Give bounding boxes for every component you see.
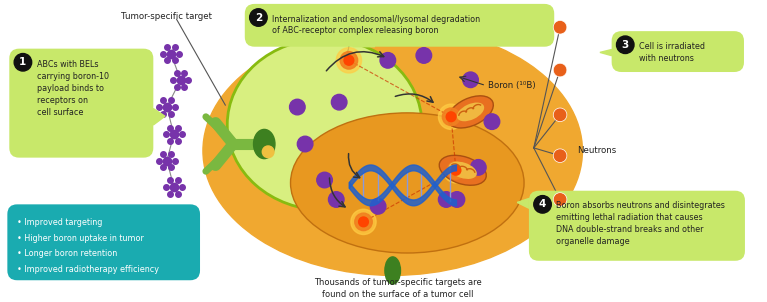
Ellipse shape (457, 103, 484, 121)
Circle shape (443, 158, 469, 183)
Circle shape (359, 217, 368, 227)
Circle shape (553, 149, 567, 162)
Text: • Longer boron retention: • Longer boron retention (17, 249, 117, 258)
Circle shape (290, 99, 305, 115)
Circle shape (446, 112, 456, 122)
Circle shape (380, 53, 396, 68)
Text: • Improved targeting: • Improved targeting (17, 218, 103, 227)
Text: • Higher boron uptake in tumor: • Higher boron uptake in tumor (17, 233, 144, 243)
Text: 1: 1 (19, 57, 27, 67)
Circle shape (351, 209, 376, 235)
Text: • Improved radiotherapy efficiency: • Improved radiotherapy efficiency (17, 265, 159, 274)
Ellipse shape (291, 113, 524, 253)
Circle shape (14, 53, 31, 71)
Text: ABCs with BELs
carrying boron-10
payload binds to
receptors on
cell surface: ABCs with BELs carrying boron-10 payload… (37, 60, 109, 117)
Text: 3: 3 (621, 40, 629, 50)
FancyBboxPatch shape (529, 191, 745, 261)
Ellipse shape (385, 257, 400, 284)
Circle shape (344, 56, 354, 65)
Circle shape (443, 108, 460, 126)
Circle shape (416, 48, 432, 63)
Ellipse shape (439, 155, 486, 185)
Ellipse shape (227, 39, 422, 210)
Circle shape (317, 172, 332, 188)
Polygon shape (517, 198, 529, 208)
Text: Thousands of tumor-specific targets are
found on the surface of a tumor cell: Thousands of tumor-specific targets are … (314, 278, 482, 299)
Polygon shape (600, 50, 611, 56)
Ellipse shape (449, 162, 477, 179)
Circle shape (617, 36, 634, 53)
FancyBboxPatch shape (8, 204, 200, 280)
Circle shape (336, 48, 361, 73)
Circle shape (249, 9, 267, 26)
Circle shape (328, 192, 344, 207)
Circle shape (449, 192, 465, 207)
Text: Neutrons: Neutrons (578, 146, 617, 155)
Circle shape (553, 21, 567, 34)
Circle shape (451, 165, 461, 175)
Circle shape (298, 136, 313, 152)
Text: 2: 2 (255, 12, 262, 23)
Circle shape (470, 159, 486, 175)
FancyBboxPatch shape (9, 49, 153, 158)
Circle shape (484, 114, 500, 130)
Circle shape (439, 192, 454, 207)
Text: 4: 4 (539, 199, 546, 209)
Circle shape (553, 108, 567, 122)
Circle shape (370, 198, 386, 214)
Circle shape (439, 104, 464, 130)
Text: Internalization and endosomal/lysomal degradation
of ABC-receptor complex releas: Internalization and endosomal/lysomal de… (272, 14, 480, 35)
FancyBboxPatch shape (245, 4, 555, 47)
Circle shape (331, 95, 347, 110)
Polygon shape (353, 33, 375, 47)
Ellipse shape (254, 130, 275, 159)
Circle shape (463, 72, 479, 88)
Circle shape (447, 162, 465, 179)
Text: Boron (¹⁰B): Boron (¹⁰B) (488, 81, 535, 90)
FancyBboxPatch shape (611, 31, 744, 72)
Text: Tumor-specific target: Tumor-specific target (121, 12, 212, 21)
Circle shape (553, 193, 567, 206)
Text: Boron absorbs neutrons and disintegrates
emitting lethal radiation that causes
D: Boron absorbs neutrons and disintegrates… (556, 201, 725, 246)
Circle shape (534, 196, 551, 213)
Polygon shape (153, 109, 165, 125)
Circle shape (355, 213, 372, 231)
Circle shape (553, 63, 567, 77)
Circle shape (340, 52, 357, 69)
Ellipse shape (203, 26, 582, 275)
Text: Cell is irradiated
with neutrons: Cell is irradiated with neutrons (639, 42, 705, 63)
Ellipse shape (448, 96, 493, 128)
Circle shape (262, 146, 274, 158)
